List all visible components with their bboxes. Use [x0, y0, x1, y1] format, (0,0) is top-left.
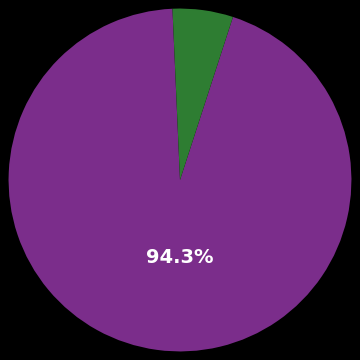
- Wedge shape: [172, 9, 233, 180]
- Text: 94.3%: 94.3%: [146, 248, 214, 267]
- Wedge shape: [9, 9, 351, 351]
